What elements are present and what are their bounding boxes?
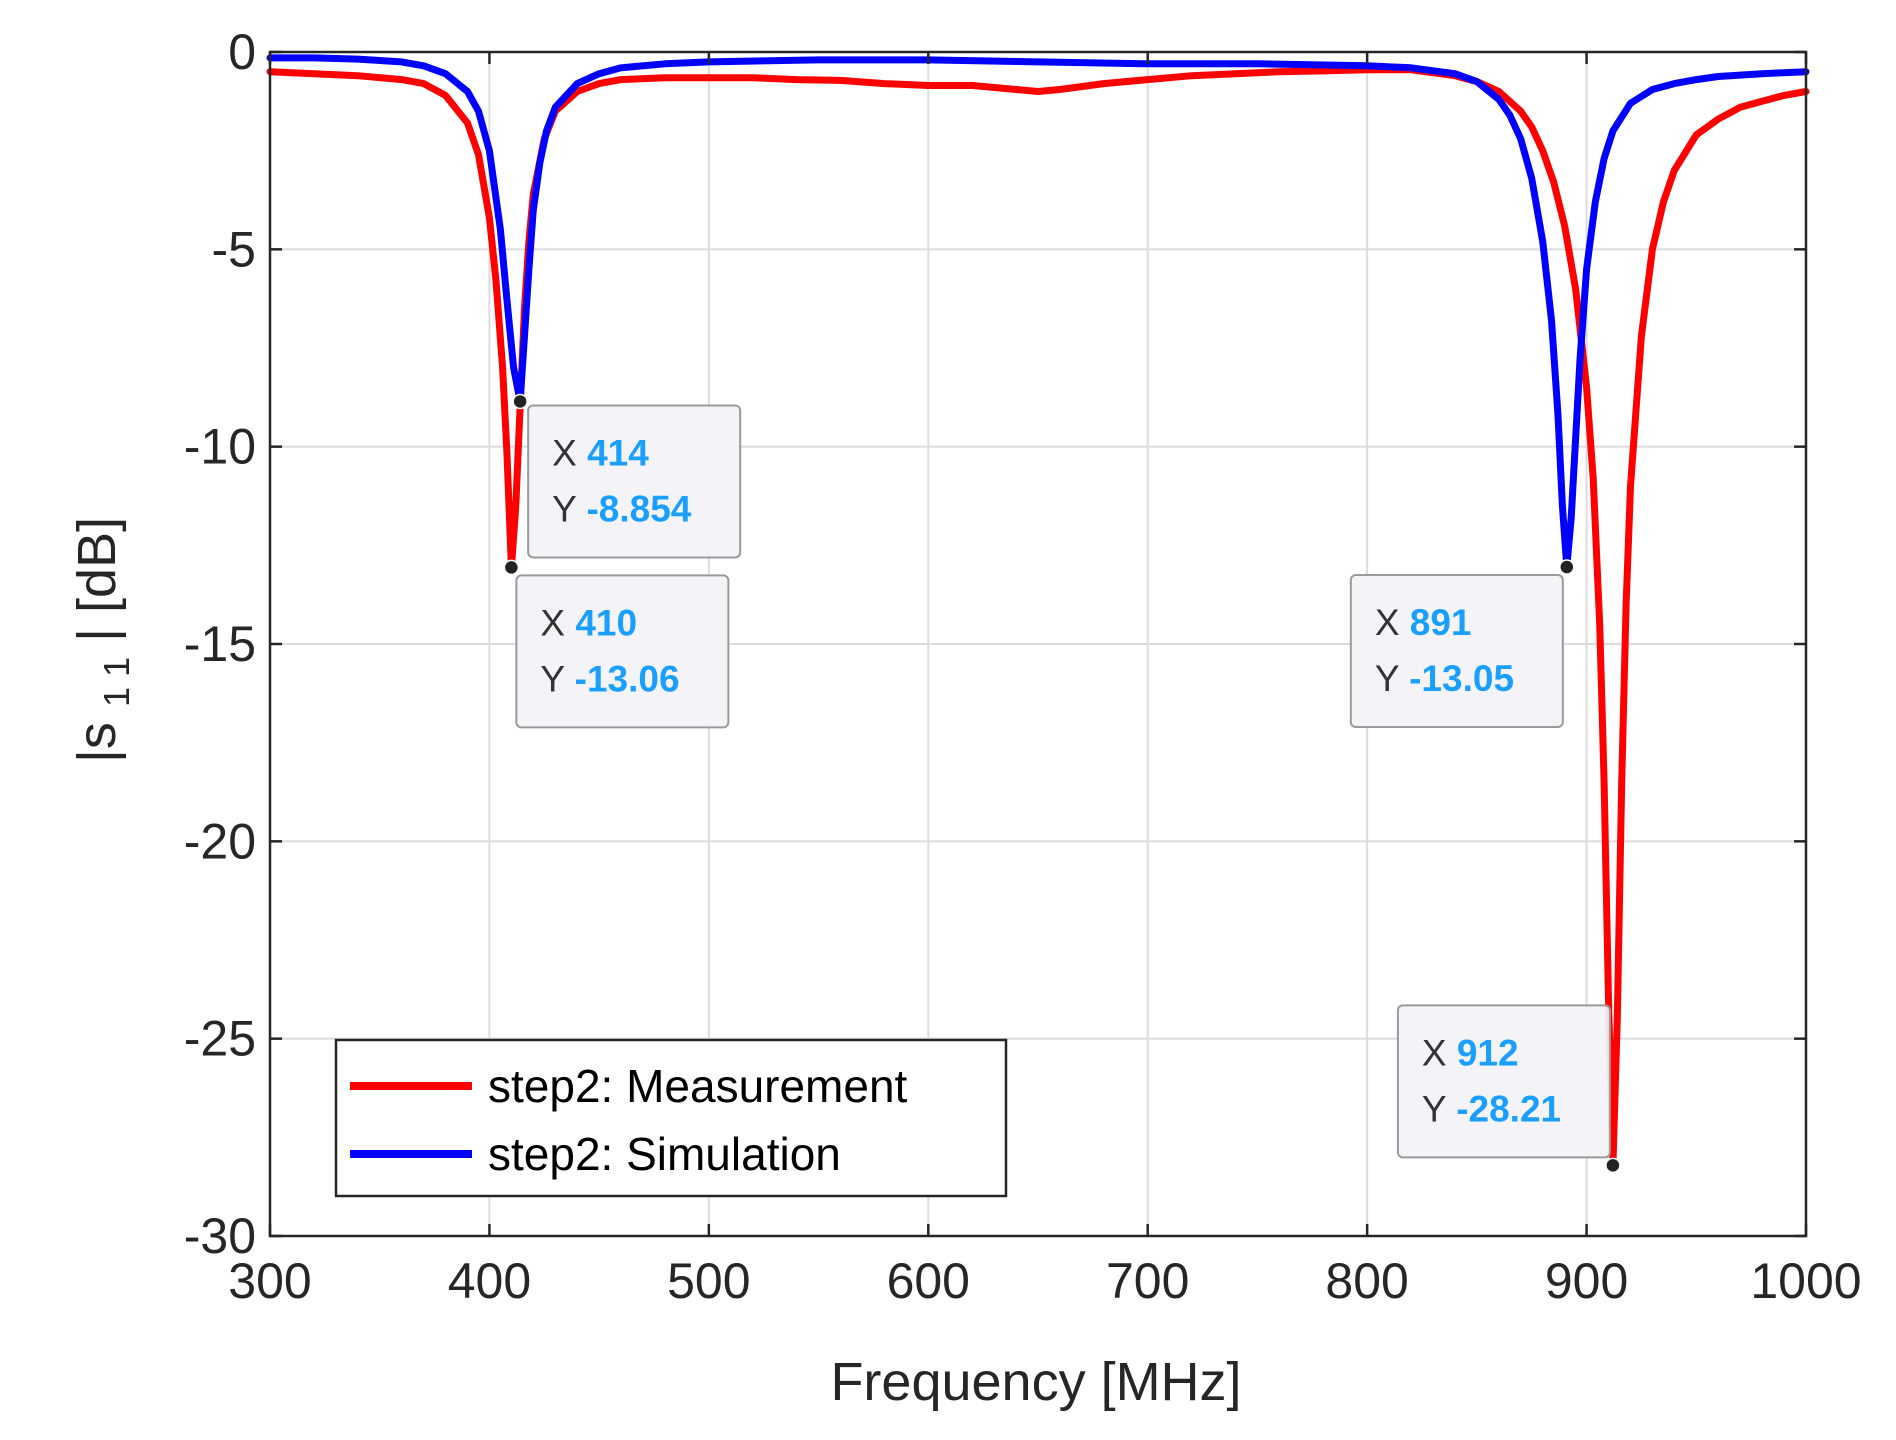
data-tip-y-label: Y xyxy=(540,658,574,699)
data-tip-x-value: 891 xyxy=(1410,602,1472,643)
data-tip-x-value: 410 xyxy=(575,602,637,643)
x-tick-label: 800 xyxy=(1325,1253,1408,1309)
series-lines xyxy=(266,54,1810,1169)
data-tip-x-value: 414 xyxy=(587,432,649,473)
y-axis-title: |s 1 1 | [dB] xyxy=(67,517,141,763)
data-tip-marker xyxy=(1605,1157,1621,1174)
y-axis-title-subscript: 1 1 xyxy=(96,657,137,707)
y-axis-title-suffix: | [dB] xyxy=(67,517,127,642)
data-tip-box xyxy=(527,404,742,559)
data-tip-x-value: 912 xyxy=(1457,1032,1519,1073)
y-tick-label: -25 xyxy=(184,1011,256,1067)
y-axis-title-prefix: |s xyxy=(67,722,127,763)
data-tip-y-value: -13.06 xyxy=(575,658,680,699)
y-tick-label: -20 xyxy=(184,813,256,869)
data-tip-y-value: -13.05 xyxy=(1409,658,1514,699)
y-tick-label: -10 xyxy=(184,419,256,475)
data-tip-y-value: -28.21 xyxy=(1456,1088,1561,1129)
data-tip-y-label: Y xyxy=(1375,658,1409,699)
data-tip-y-row: Y -8.854 xyxy=(552,488,692,529)
y-tick-label: -15 xyxy=(184,616,256,672)
data-tip-y-label: Y xyxy=(1422,1088,1456,1129)
x-tick-label: 600 xyxy=(887,1253,970,1309)
x-tick-label: 300 xyxy=(228,1253,311,1309)
data-tip-marker xyxy=(512,393,528,410)
x-tick-label: 400 xyxy=(448,1253,531,1309)
data-tip-y-row: Y -28.21 xyxy=(1422,1088,1561,1129)
y-tick-label: -5 xyxy=(212,221,256,277)
data-tip-x-label: X xyxy=(540,602,575,643)
data-tip-x-label: X xyxy=(552,432,587,473)
x-tick-label: 500 xyxy=(667,1253,750,1309)
data-tip-box xyxy=(1396,1004,1611,1159)
simulation-series-line xyxy=(266,54,1810,571)
data-tip-x-row: X 410 xyxy=(540,602,637,643)
axis-ticks: 300 400 500 600 700 800 900 1000 0 -5 -10 -15 -20 -25… xyxy=(184,24,1862,1309)
data-tip-x-label: X xyxy=(1422,1032,1457,1073)
x-tick-label: 900 xyxy=(1545,1253,1628,1309)
x-axis-title: Frequency [MHz] xyxy=(830,1352,1241,1412)
data-tip-y-value: -8.854 xyxy=(586,488,691,529)
data-tip-y-row: Y -13.05 xyxy=(1375,658,1514,699)
y-tick-label: 0 xyxy=(228,24,256,80)
legend: step2: Measurement step2: Simulation xyxy=(334,1038,1008,1198)
x-tick-label: 1000 xyxy=(1750,1253,1861,1309)
legend-label: step2: Simulation xyxy=(488,1128,841,1180)
data-tip-marker xyxy=(503,559,520,576)
data-tip-x-row: X 912 xyxy=(1422,1032,1519,1073)
data-tip-y-row: Y -13.06 xyxy=(540,658,679,699)
legend-box xyxy=(334,1038,1008,1198)
data-tip-marker xyxy=(1559,559,1575,575)
x-tick-label: 700 xyxy=(1106,1253,1189,1309)
data-tip-x-row: X 414 xyxy=(552,432,649,473)
data-tip-box xyxy=(515,574,730,729)
data-tip-x-label: X xyxy=(1375,602,1410,643)
data-tip-y-label: Y xyxy=(552,488,586,529)
data-tip-box xyxy=(1349,574,1564,729)
measurement-series-line xyxy=(266,66,1810,1169)
y-tick-label: -30 xyxy=(184,1208,256,1264)
legend-label: step2: Measurement xyxy=(488,1060,908,1112)
data-tip-x-row: X 891 xyxy=(1375,602,1472,643)
